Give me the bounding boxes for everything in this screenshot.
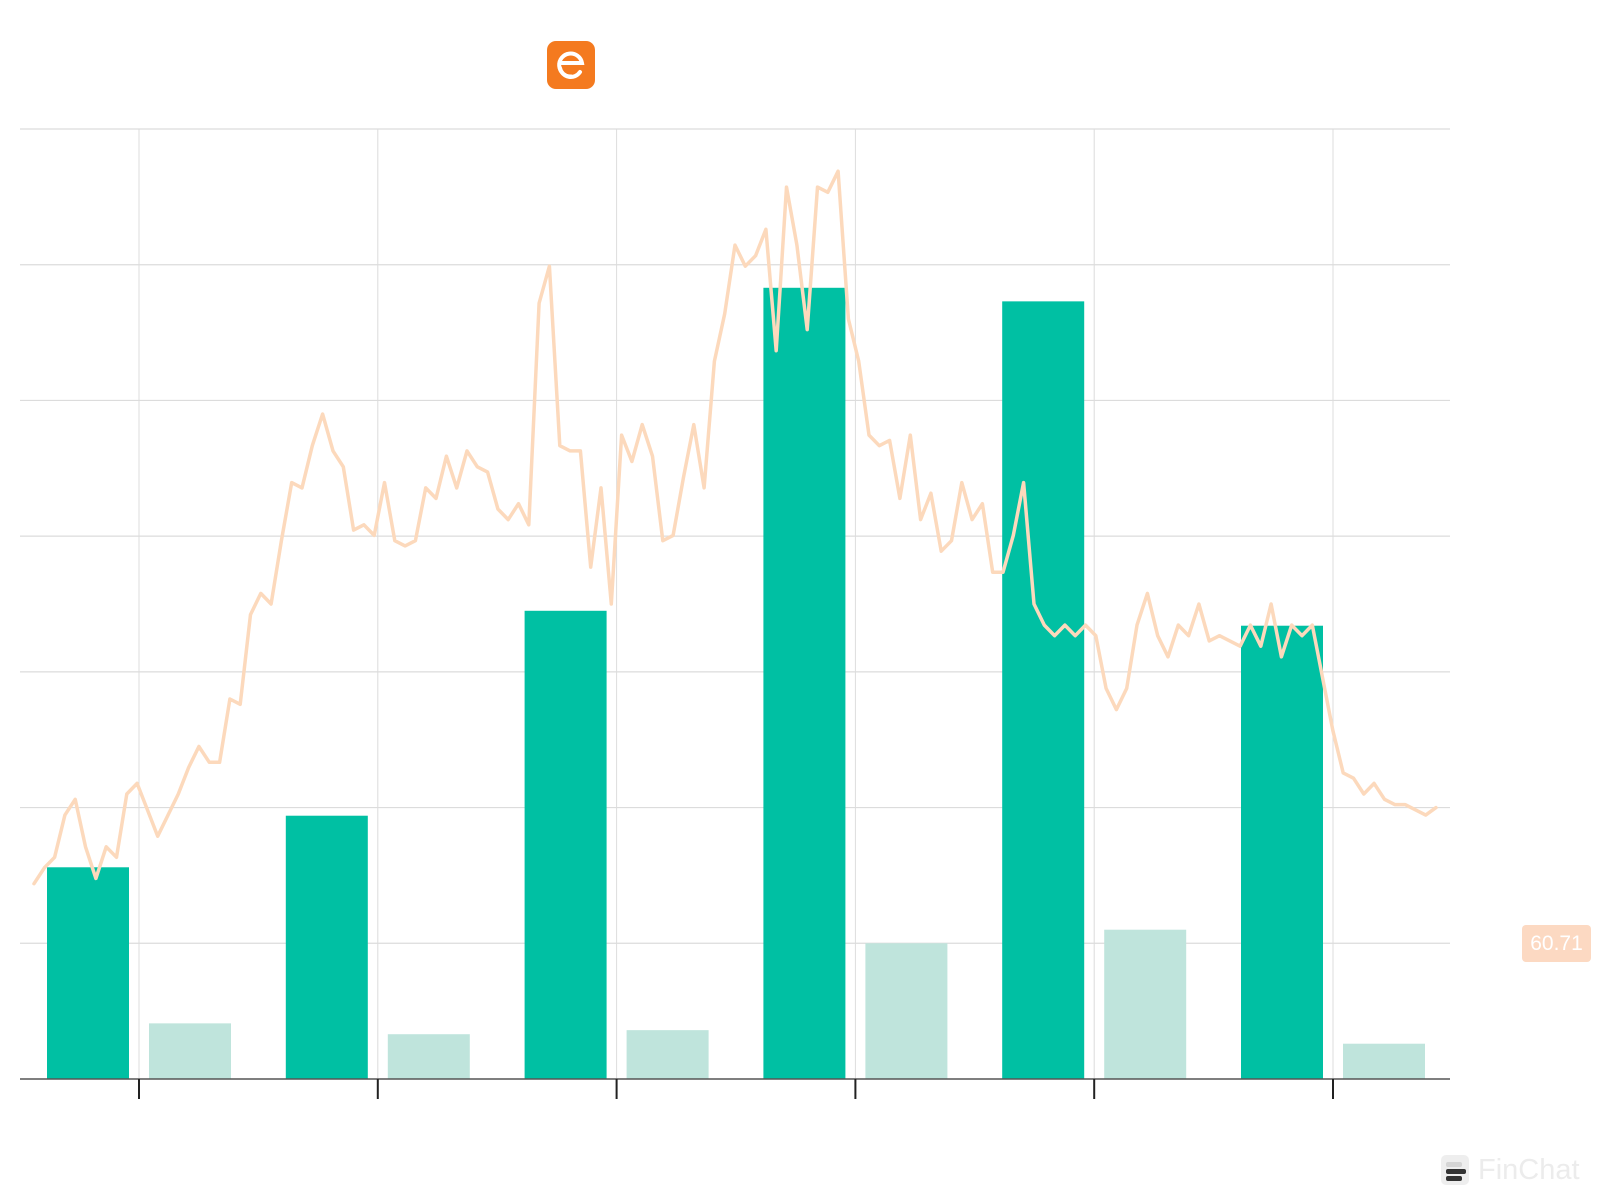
company-logo-icon xyxy=(547,41,595,89)
bar-secondary xyxy=(865,943,948,1079)
bar-secondary xyxy=(1104,929,1187,1079)
bar-secondary xyxy=(149,1023,231,1079)
finchat-watermark: FinChat xyxy=(1440,1153,1580,1187)
finchat-logo-icon xyxy=(1441,1155,1469,1185)
company-logo-glyph xyxy=(557,51,585,79)
bar-primary xyxy=(1002,301,1085,1079)
chart-bars xyxy=(47,287,1425,1079)
bar-primary xyxy=(1241,625,1323,1079)
chart-grid xyxy=(20,128,1450,1079)
bar-secondary xyxy=(626,1030,709,1079)
bar-secondary xyxy=(1343,1043,1425,1079)
bar-primary xyxy=(763,287,846,1079)
bar-primary xyxy=(47,867,129,1079)
bar-primary xyxy=(524,610,607,1079)
price-line xyxy=(32,169,1438,886)
current-price-badge: 60.71 xyxy=(1522,925,1591,962)
x-axis xyxy=(20,1078,1450,1099)
price-line-layer xyxy=(32,169,1438,886)
bar-primary xyxy=(285,815,368,1079)
watermark-text: FinChat xyxy=(1478,1153,1580,1186)
bar-secondary xyxy=(387,1034,470,1079)
